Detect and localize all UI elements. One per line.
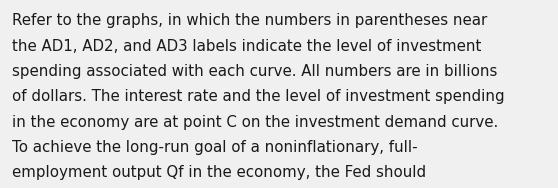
Text: To achieve the long-run goal of a noninflationary, full-: To achieve the long-run goal of a noninf… <box>12 140 418 155</box>
Text: in the economy are at point C on the investment demand curve.: in the economy are at point C on the inv… <box>12 115 498 130</box>
Text: spending associated with each curve. All numbers are in billions: spending associated with each curve. All… <box>12 64 498 79</box>
Text: Refer to the graphs, in which the numbers in parentheses near: Refer to the graphs, in which the number… <box>12 13 488 28</box>
Text: the AD1, AD2, and AD3 labels indicate the level of investment: the AD1, AD2, and AD3 labels indicate th… <box>12 39 482 54</box>
Text: employment output Qf in the economy, the Fed should: employment output Qf in the economy, the… <box>12 165 426 180</box>
Text: of dollars. The interest rate and the level of investment spending: of dollars. The interest rate and the le… <box>12 89 505 104</box>
